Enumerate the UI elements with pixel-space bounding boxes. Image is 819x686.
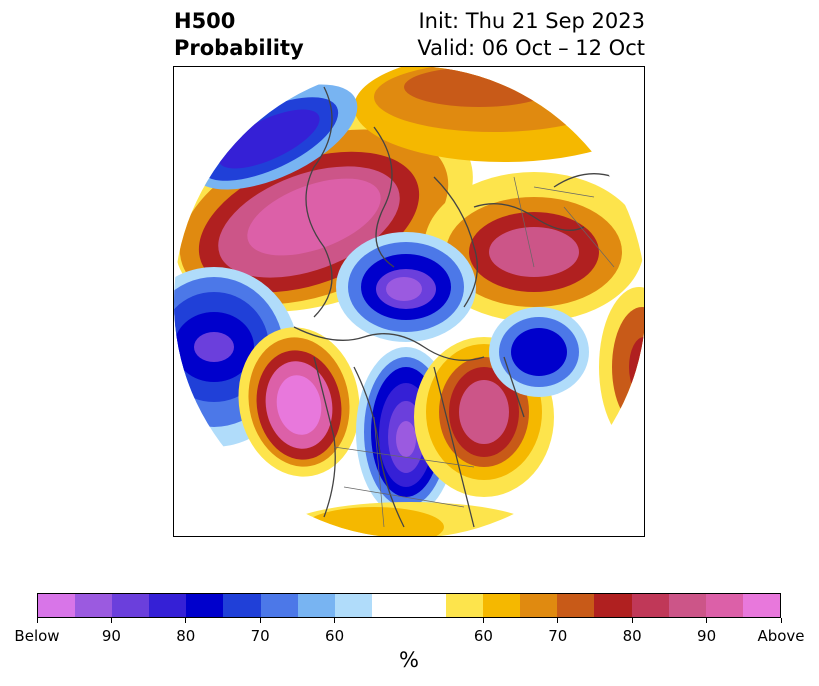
title-product: Probability <box>174 36 304 60</box>
valid-period: Valid: 06 Oct – 12 Oct <box>417 36 645 60</box>
colorbar-tick <box>706 618 708 623</box>
colorbar <box>37 593 781 618</box>
colorbar-swatch <box>186 594 224 617</box>
colorbar-swatch <box>371 594 409 617</box>
init-date: Init: Thu 21 Sep 2023 <box>418 9 645 33</box>
colorbar-tick <box>36 618 38 623</box>
colorbar-swatch <box>520 594 558 617</box>
colorbar-swatch <box>38 594 76 617</box>
map-canvas <box>174 67 644 536</box>
colorbar-swatch <box>112 594 150 617</box>
map-title: H500 Probability <box>174 8 304 62</box>
colorbar-unit: % <box>399 648 419 672</box>
anomaly-below-arctic-ocean <box>336 232 476 342</box>
colorbar-tick-label: 70 <box>548 627 568 645</box>
colorbar-tick <box>334 618 336 623</box>
colorbar-swatch <box>75 594 113 617</box>
colorbar-swatch <box>334 594 372 617</box>
anomaly-above-south-edge <box>280 502 540 536</box>
colorbar-swatch <box>483 594 521 617</box>
colorbar-tick <box>557 618 559 623</box>
probability-map <box>173 66 645 537</box>
colorbar-tick <box>780 618 782 623</box>
colorbar-tick-label: Below <box>14 627 60 645</box>
anomaly-below-north-atlantic <box>489 307 589 397</box>
colorbar-tick <box>631 618 633 623</box>
colorbar-swatch <box>557 594 595 617</box>
borders <box>333 176 615 528</box>
coastlines <box>293 86 615 528</box>
anomaly-below-siberia <box>190 84 358 190</box>
anomaly-above-alaska <box>238 327 360 477</box>
colorbar-swatch <box>297 594 335 617</box>
anomaly-above-europe <box>424 172 644 322</box>
colorbar-swatch <box>408 594 447 617</box>
colorbar-tick <box>259 618 261 623</box>
colorbar-tick-label: 60 <box>473 627 493 645</box>
colorbar-swatch <box>705 594 743 617</box>
colorbar-swatch <box>149 594 187 617</box>
colorbar-swatch <box>742 594 780 617</box>
colorbar-tick-label: 90 <box>697 627 717 645</box>
colorbar-tick-label: 80 <box>176 627 196 645</box>
title-variable: H500 <box>174 9 236 33</box>
colorbar-tick-label: 80 <box>622 627 642 645</box>
colorbar-swatch <box>594 594 632 617</box>
colorbar-swatch <box>446 594 484 617</box>
colorbar-swatch <box>631 594 669 617</box>
colorbar-swatch <box>260 594 298 617</box>
colorbar-tick-label: 60 <box>325 627 345 645</box>
map-dates: Init: Thu 21 Sep 2023 Valid: 06 Oct – 12… <box>417 8 645 62</box>
colorbar-tick <box>110 618 112 623</box>
colorbar-tick-label: 70 <box>250 627 270 645</box>
colorbar-tick <box>482 618 484 623</box>
colorbar-swatch <box>668 594 706 617</box>
colorbar-swatch <box>223 594 261 617</box>
colorbar-tick-label: 90 <box>101 627 121 645</box>
colorbar-tick-label: Above <box>757 627 805 645</box>
colorbar-tick <box>185 618 187 623</box>
